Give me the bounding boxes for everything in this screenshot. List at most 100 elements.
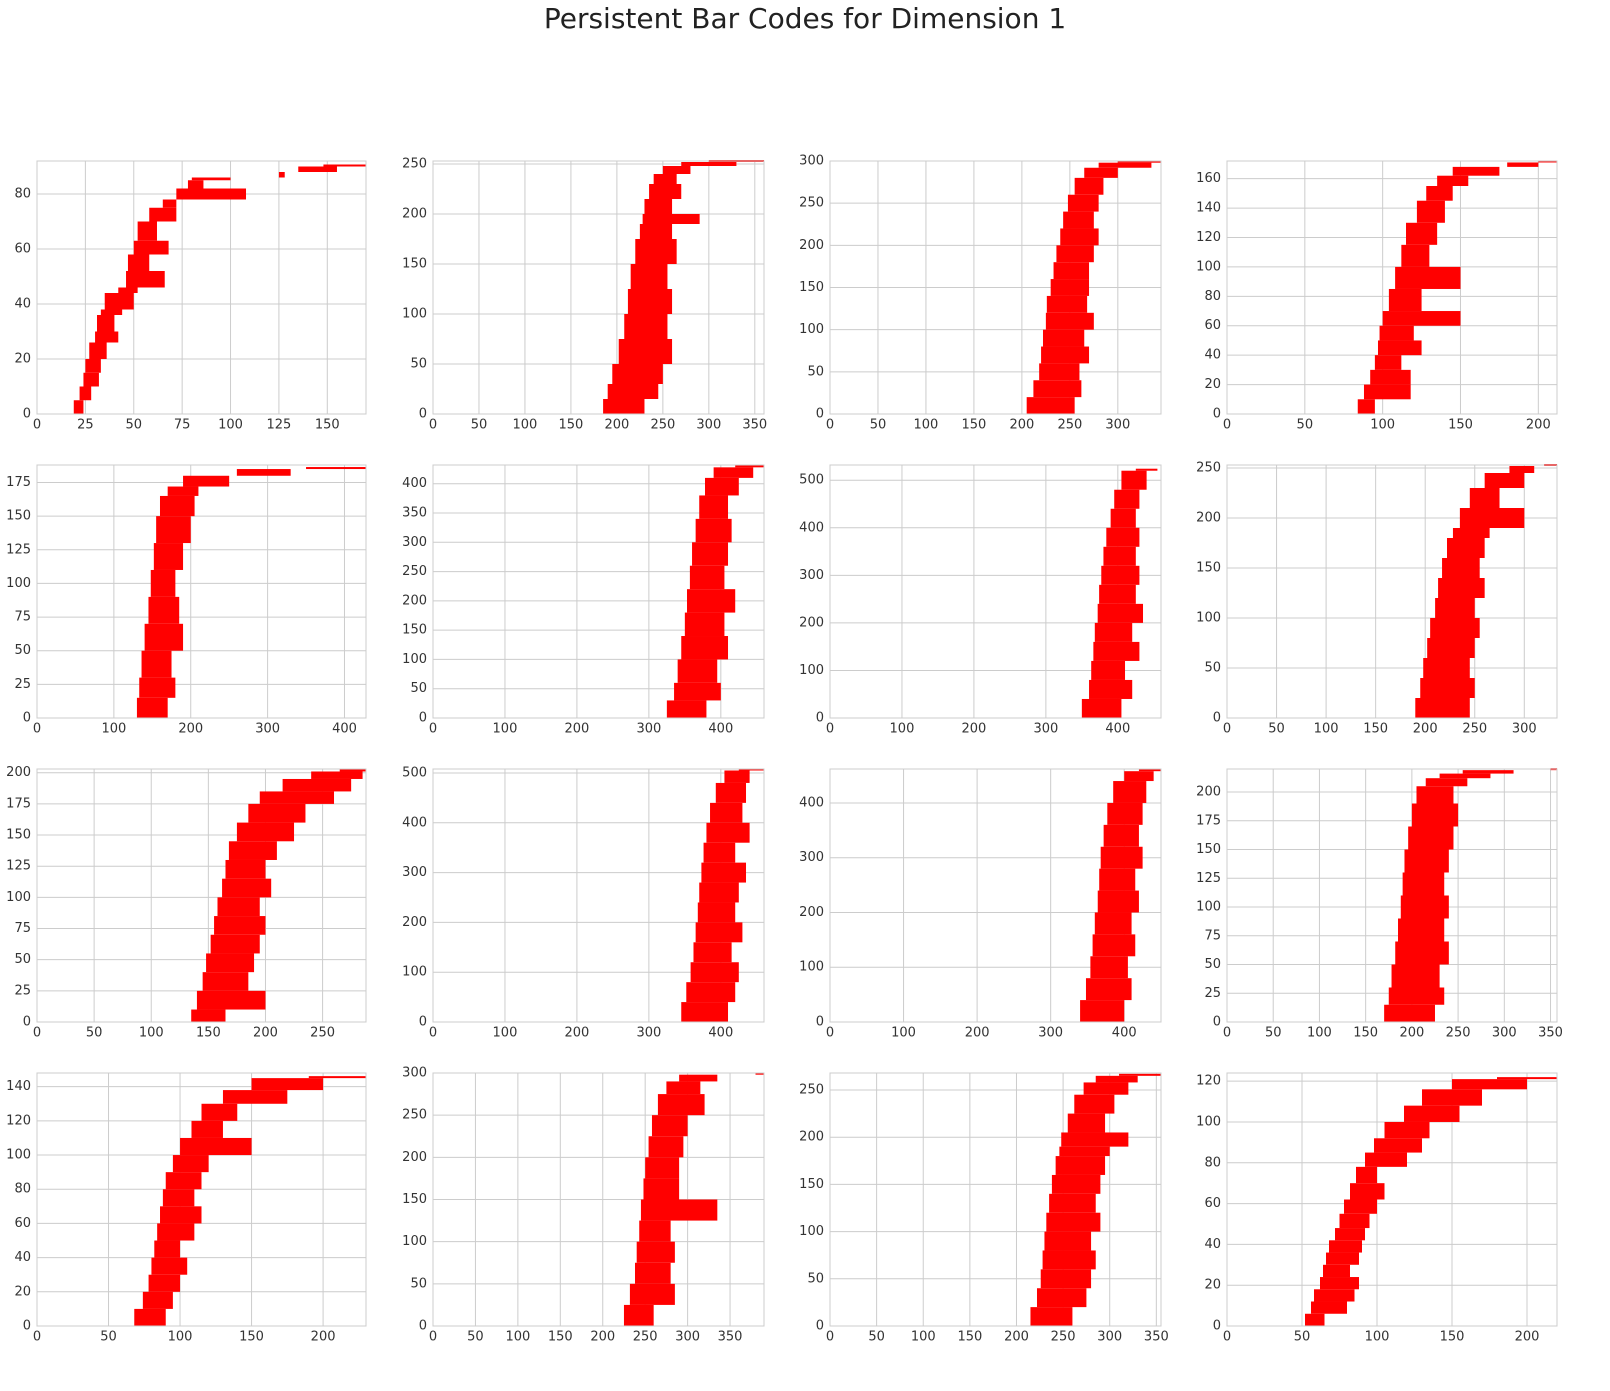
y-tick-label: 0 xyxy=(816,1319,824,1334)
bar xyxy=(248,803,306,823)
x-tick-label: 400 xyxy=(1112,1026,1137,1041)
bar xyxy=(1060,228,1099,246)
bar xyxy=(165,1172,202,1190)
y-tick-label: 175 xyxy=(6,475,31,490)
x-tick-label: 50 xyxy=(868,1330,885,1345)
bar xyxy=(73,400,84,414)
bar xyxy=(704,477,739,496)
bar xyxy=(603,399,645,414)
x-tick-label: 200 xyxy=(961,722,986,737)
y-tick-label: 400 xyxy=(799,795,824,810)
bar xyxy=(1384,1004,1435,1022)
bar xyxy=(1439,773,1491,779)
x-tick-label: 100 xyxy=(493,722,518,737)
y-tick-label: 80 xyxy=(14,187,31,202)
bar xyxy=(1083,1082,1129,1095)
y-tick-label: 200 xyxy=(6,765,31,780)
x-tick-label: 100 xyxy=(513,418,538,433)
bar xyxy=(1415,698,1470,718)
x-tick-label: 0 xyxy=(33,722,41,737)
x-tick-label: 150 xyxy=(559,418,584,433)
y-tick-label: 175 xyxy=(1196,813,1221,828)
y-tick-label: 0 xyxy=(23,711,31,726)
bar xyxy=(1326,1252,1359,1265)
bar xyxy=(701,862,747,883)
bar xyxy=(1422,1089,1482,1106)
panel: 0 50 100 150 200 0 20 40 60 80 100 120 140 xyxy=(6,1072,367,1345)
x-tick-label: 200 xyxy=(311,1330,336,1345)
x-tick-label: 100 xyxy=(890,722,915,737)
bar xyxy=(607,384,659,399)
y-tick-label: 100 xyxy=(1196,900,1221,915)
bar xyxy=(308,1076,366,1079)
bar xyxy=(662,166,691,174)
bar xyxy=(1365,1152,1407,1167)
bar xyxy=(191,177,231,181)
y-tick-label: 50 xyxy=(14,643,31,658)
x-tick-label: 0 xyxy=(33,1026,41,1041)
panel: 0 50 100 150 200 250 300 350 0 25 50 75 100 125 150 175… xyxy=(1196,768,1563,1041)
bar xyxy=(681,636,729,660)
y-tick-label: 50 xyxy=(807,364,824,379)
bar xyxy=(1427,638,1475,658)
bar xyxy=(634,1262,671,1284)
bar xyxy=(699,495,729,519)
y-tick-label: 80 xyxy=(14,1182,31,1197)
bar xyxy=(1350,1183,1385,1200)
x-tick-label: 300 xyxy=(636,722,661,737)
bar xyxy=(1099,584,1136,604)
x-tick-label: 100 xyxy=(218,418,243,433)
bar xyxy=(1452,1079,1527,1090)
x-tick-label: 0 xyxy=(429,1026,437,1041)
x-tick-label: 0 xyxy=(429,722,437,737)
panel: 0 100 200 300 400 0 100 200 300 400 500 xyxy=(402,765,765,1041)
bar xyxy=(703,842,736,863)
bar xyxy=(1426,186,1453,201)
x-tick-label: 200 xyxy=(965,1026,990,1041)
bar xyxy=(96,315,115,332)
y-tick-label: 300 xyxy=(402,865,427,880)
bar xyxy=(1055,1156,1106,1175)
bar xyxy=(127,254,150,271)
x-tick-label: 0 xyxy=(429,1330,437,1345)
bar xyxy=(710,802,743,823)
y-tick-label: 0 xyxy=(1213,1015,1221,1030)
bar xyxy=(162,1189,195,1207)
x-tick-label: 0 xyxy=(826,1330,834,1345)
bar xyxy=(1398,918,1445,942)
bar xyxy=(202,972,249,991)
x-tick-label: 50 xyxy=(125,418,142,433)
x-tick-label: 150 xyxy=(961,418,986,433)
bar xyxy=(1095,1075,1138,1083)
y-tick-label: 50 xyxy=(807,1271,824,1286)
x-tick-label: 300 xyxy=(696,418,721,433)
axes-frame xyxy=(432,464,765,719)
axes-frame xyxy=(829,768,1162,1023)
bar xyxy=(1388,987,1445,1005)
x-tick-label: 300 xyxy=(1038,1026,1063,1041)
bar xyxy=(1049,1193,1096,1213)
x-tick-label: 100 xyxy=(1314,722,1339,737)
bar xyxy=(85,359,101,373)
panel: 0 50 100 150 200 250 300 0 50 100 150 200 250 xyxy=(1196,461,1558,737)
x-tick-label: 50 xyxy=(1265,1026,1282,1041)
x-tick-label: 300 xyxy=(1512,722,1537,737)
axes-frame xyxy=(432,1072,765,1327)
y-tick-label: 140 xyxy=(1196,201,1221,216)
y-tick-label: 100 xyxy=(402,1234,427,1249)
x-tick-label: 0 xyxy=(429,418,437,433)
bar xyxy=(1509,466,1535,473)
bar xyxy=(695,922,743,943)
bar xyxy=(1416,786,1454,804)
y-tick-label: 60 xyxy=(1204,318,1221,333)
x-tick-label: 100 xyxy=(1365,1330,1390,1345)
bar xyxy=(1103,824,1139,847)
bar xyxy=(1305,1313,1325,1326)
bar xyxy=(686,982,736,1003)
y-tick-label: 50 xyxy=(410,681,427,696)
bar xyxy=(1370,369,1411,385)
x-tick-label: 150 xyxy=(196,1026,221,1041)
y-tick-label: 400 xyxy=(402,476,427,491)
y-tick-label: 100 xyxy=(6,576,31,591)
